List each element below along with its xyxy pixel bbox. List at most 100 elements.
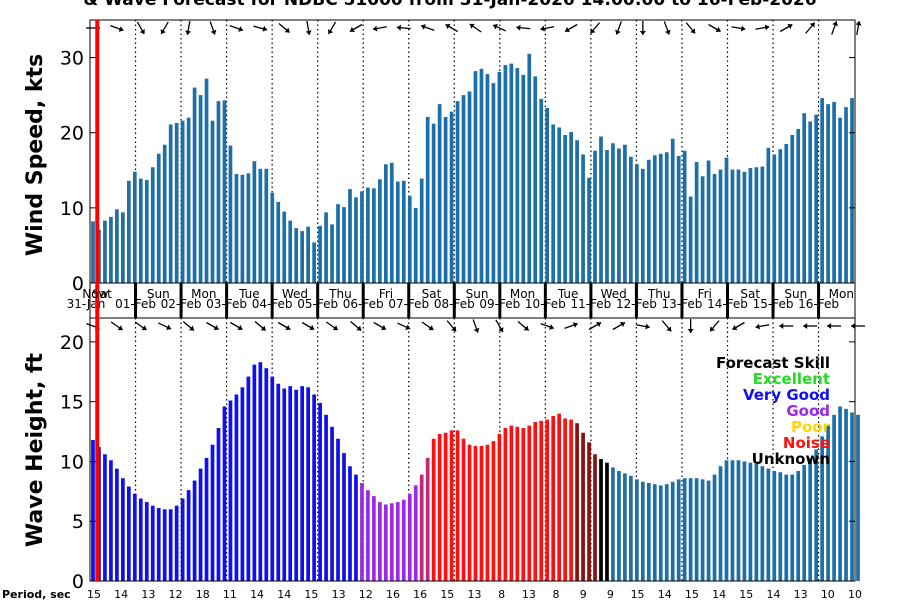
period-axis-label: Period, sec bbox=[2, 588, 71, 600]
day-of-week-label: Sun bbox=[466, 287, 489, 301]
period-tick-label: 9 bbox=[607, 588, 614, 600]
wave-arrow-head bbox=[309, 324, 315, 331]
wind-bar bbox=[228, 145, 233, 283]
wind-bar bbox=[599, 136, 603, 283]
wave-arrow-head bbox=[260, 325, 266, 331]
wind-bar bbox=[144, 180, 149, 283]
wind-bar bbox=[658, 153, 663, 283]
wind-bar bbox=[700, 176, 705, 283]
wave-bar bbox=[144, 502, 149, 581]
wave-bar bbox=[431, 438, 436, 581]
wind-y-tick-label: 10 bbox=[60, 198, 84, 220]
wave-bar bbox=[264, 368, 269, 581]
wave-bar bbox=[473, 445, 478, 581]
wave-bar bbox=[808, 457, 813, 581]
wind-bar bbox=[132, 171, 137, 283]
wind-bar bbox=[527, 53, 532, 283]
wind-bar bbox=[802, 113, 807, 283]
period-tick-label: 13 bbox=[794, 588, 808, 600]
day-of-week-label: Wed bbox=[601, 287, 627, 301]
wind-bar bbox=[521, 74, 526, 284]
wind-arrow-head bbox=[305, 30, 312, 35]
wave-arrow-head bbox=[645, 323, 650, 330]
wave-bar bbox=[503, 427, 508, 581]
wave-bar bbox=[521, 427, 526, 581]
now-marker: Now bbox=[82, 20, 109, 581]
wind-bar bbox=[198, 95, 203, 284]
wind-bar bbox=[324, 212, 328, 283]
wave-arrow-head bbox=[498, 327, 504, 333]
wave-bar bbox=[449, 430, 454, 581]
wave-bar bbox=[814, 449, 819, 581]
period-tick-label: 12 bbox=[359, 588, 373, 600]
wave-arrow-head bbox=[596, 321, 602, 328]
wind-bar bbox=[539, 98, 544, 284]
wave-bar bbox=[748, 462, 753, 581]
wave-bar bbox=[234, 394, 239, 581]
wind-bar bbox=[354, 197, 358, 283]
wave-bar bbox=[772, 471, 777, 581]
wave-bar bbox=[228, 400, 233, 581]
wind-bar bbox=[91, 221, 95, 283]
date-label: 04-Feb bbox=[252, 297, 293, 311]
wave-arrow-head bbox=[141, 325, 147, 331]
wind-bar bbox=[342, 207, 346, 283]
day-of-week-label: Tue bbox=[557, 287, 579, 301]
wind-bar bbox=[820, 98, 824, 283]
date-label: 07-Feb bbox=[388, 297, 429, 311]
wind-arrow-head bbox=[284, 27, 290, 33]
wave-bar bbox=[180, 498, 185, 581]
wind-bar bbox=[150, 167, 155, 283]
day-of-week-label: Mon bbox=[191, 287, 216, 301]
period-tick-label: 14 bbox=[766, 588, 780, 600]
wave-bar bbox=[437, 433, 442, 581]
wind-bar bbox=[103, 220, 107, 283]
wind-bar bbox=[252, 161, 257, 283]
wind-bar bbox=[461, 95, 466, 284]
wave-bar bbox=[575, 423, 579, 581]
wind-bar bbox=[706, 160, 711, 283]
chart-title: & Wave Forecast for NDBC 51000 from 31-J… bbox=[83, 0, 816, 10]
date-label: 15-Feb bbox=[753, 297, 794, 311]
wave-bar bbox=[742, 461, 747, 581]
wave-bar bbox=[360, 482, 364, 581]
wind-bar bbox=[258, 168, 263, 283]
wave-arrow-head bbox=[332, 325, 338, 331]
wave-bar bbox=[348, 466, 352, 581]
day-of-week-label: Sun bbox=[147, 287, 170, 301]
wave-arrow-head bbox=[523, 325, 529, 331]
wind-bar bbox=[240, 174, 245, 283]
date-label: 09-Feb bbox=[479, 297, 520, 311]
wind-bar bbox=[407, 195, 412, 283]
wind-bar bbox=[389, 162, 394, 283]
wind-bar bbox=[431, 123, 436, 283]
wave-bar bbox=[401, 499, 406, 581]
wave-bar bbox=[605, 462, 609, 581]
wave-bar bbox=[832, 414, 836, 581]
wave-arrow-head bbox=[117, 325, 123, 331]
date-label: 12-Feb bbox=[616, 297, 657, 311]
legend-item-label: Good bbox=[786, 402, 830, 420]
wave-y-tick-label: 5 bbox=[72, 511, 84, 533]
wave-arrow-head bbox=[405, 324, 411, 330]
wind-bar bbox=[724, 157, 729, 283]
wave-bar bbox=[658, 485, 663, 581]
wind-bar bbox=[790, 134, 795, 283]
wave-bar bbox=[138, 498, 143, 581]
wave-bar bbox=[485, 444, 490, 581]
wave-arrow-head bbox=[356, 325, 362, 331]
wind-bar bbox=[162, 144, 167, 283]
day-of-week-label: Sat bbox=[740, 287, 760, 301]
day-of-week-label: Mon bbox=[510, 287, 535, 301]
wave-bar bbox=[664, 484, 669, 581]
date-label: 10-Feb bbox=[525, 297, 566, 311]
wind-y-tick-label: 0 bbox=[72, 273, 84, 295]
wind-bar bbox=[192, 87, 197, 283]
wind-bar bbox=[826, 104, 830, 283]
legend-item-label: Poor bbox=[791, 418, 831, 436]
wind-bar bbox=[748, 168, 753, 283]
wave-y-tick-label: 15 bbox=[60, 392, 84, 414]
wave-y-tick-label: 0 bbox=[72, 571, 84, 593]
wind-arrow-head bbox=[185, 30, 192, 35]
wind-bar bbox=[473, 71, 478, 284]
